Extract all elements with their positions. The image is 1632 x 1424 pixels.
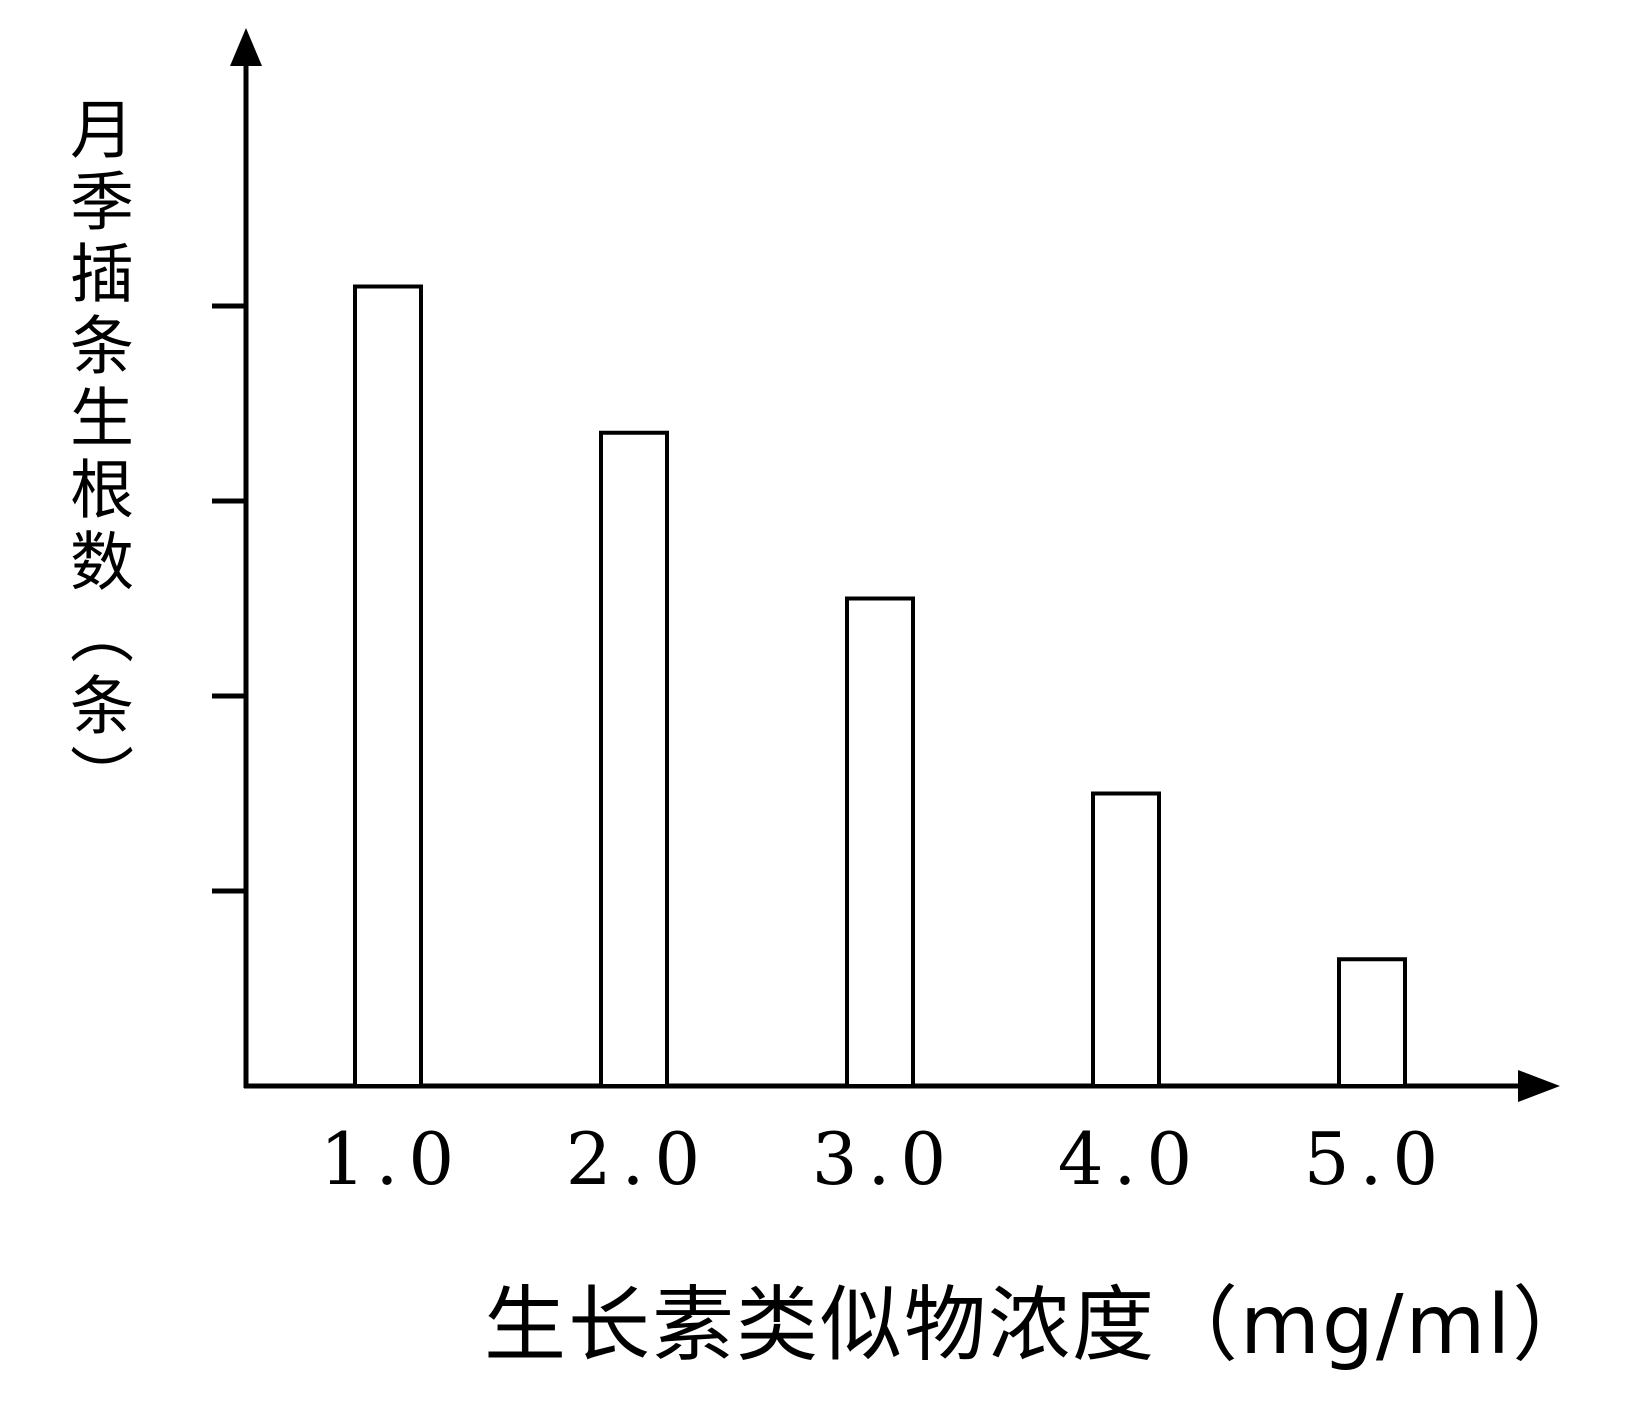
x-axis-label: 生长素类似物浓度（mg/ml）: [484, 1278, 1597, 1373]
y-axis-arrow: [230, 28, 262, 66]
bar-4.0: [1091, 791, 1161, 1088]
bar-5.0: [1337, 957, 1407, 1088]
bar-2.0: [599, 430, 669, 1088]
x-tick-label-2.0: 2.0: [566, 1117, 711, 1201]
x-tick-label-3.0: 3.0: [812, 1117, 957, 1201]
x-tick-label-4.0: 4.0: [1058, 1117, 1203, 1201]
x-tick-label-1.0: 1.0: [320, 1117, 465, 1201]
x-tick-label-5.0: 5.0: [1304, 1117, 1449, 1201]
bar-3.0: [845, 596, 915, 1088]
bars: [353, 284, 1407, 1088]
y-axis-label: 月季插条生根数（条）: [59, 96, 133, 816]
y-ticks: [212, 303, 246, 894]
x-tick-labels: 1.0 2.0 3.0 4.0 5.0: [320, 1117, 1449, 1201]
x-axis-arrow: [1518, 1070, 1560, 1102]
bar-1.0: [353, 284, 423, 1088]
